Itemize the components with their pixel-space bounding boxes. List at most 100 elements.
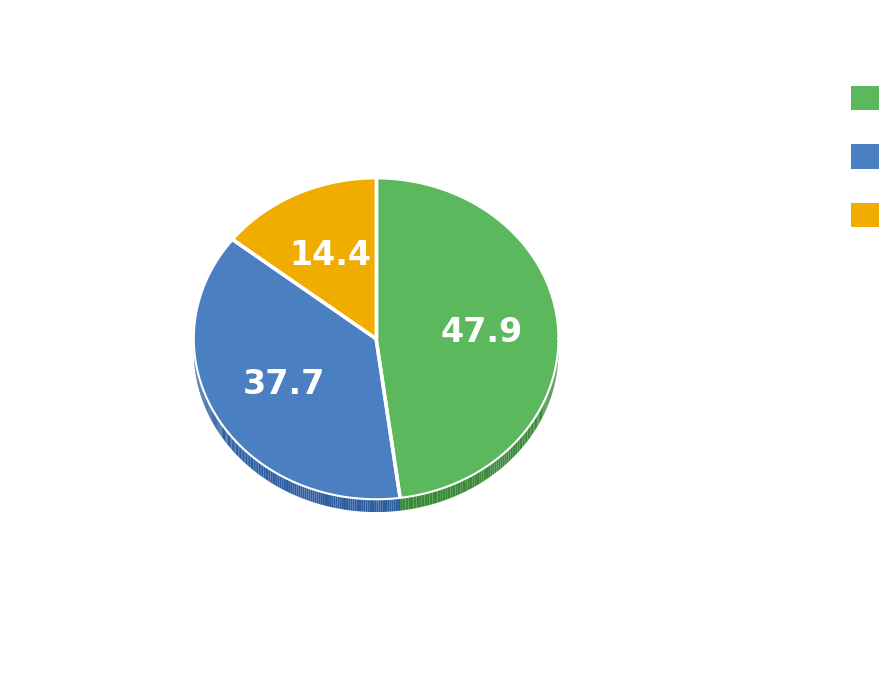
Polygon shape	[252, 456, 254, 471]
Polygon shape	[237, 442, 239, 457]
Polygon shape	[427, 492, 430, 506]
Polygon shape	[409, 496, 411, 510]
Polygon shape	[504, 451, 507, 465]
Polygon shape	[425, 493, 427, 506]
Polygon shape	[540, 407, 541, 422]
Polygon shape	[387, 499, 389, 512]
Polygon shape	[323, 492, 325, 506]
Polygon shape	[244, 450, 246, 464]
Polygon shape	[352, 498, 355, 511]
Polygon shape	[486, 466, 488, 480]
Polygon shape	[499, 456, 501, 471]
Polygon shape	[318, 491, 321, 504]
Polygon shape	[496, 457, 499, 472]
Polygon shape	[451, 484, 453, 498]
Polygon shape	[411, 496, 414, 509]
Polygon shape	[212, 409, 213, 424]
Polygon shape	[231, 435, 232, 449]
Polygon shape	[271, 470, 273, 484]
Polygon shape	[455, 482, 458, 496]
Polygon shape	[335, 495, 338, 508]
Polygon shape	[484, 467, 486, 481]
Polygon shape	[541, 405, 542, 420]
Polygon shape	[472, 474, 475, 488]
Polygon shape	[361, 499, 363, 512]
Polygon shape	[234, 440, 236, 454]
Polygon shape	[348, 497, 350, 511]
Polygon shape	[435, 490, 437, 504]
Polygon shape	[246, 451, 248, 465]
Polygon shape	[393, 498, 396, 511]
Polygon shape	[460, 480, 463, 494]
Polygon shape	[254, 457, 255, 472]
Polygon shape	[527, 426, 529, 441]
Polygon shape	[523, 432, 524, 447]
Polygon shape	[448, 485, 451, 499]
Polygon shape	[419, 494, 422, 508]
Polygon shape	[280, 475, 282, 489]
Polygon shape	[389, 499, 392, 512]
Polygon shape	[535, 416, 536, 431]
Polygon shape	[260, 462, 262, 477]
Polygon shape	[229, 433, 231, 448]
Polygon shape	[440, 489, 443, 502]
Polygon shape	[344, 497, 346, 510]
Polygon shape	[313, 489, 315, 503]
Polygon shape	[255, 459, 257, 473]
Polygon shape	[536, 414, 537, 429]
Polygon shape	[283, 477, 285, 491]
Polygon shape	[398, 498, 401, 511]
Polygon shape	[308, 488, 310, 502]
Legend: Degenerative type, Mixed type, Vasculare type: Degenerative type, Mixed type, Vasculare…	[851, 86, 894, 227]
Polygon shape	[366, 499, 367, 512]
Polygon shape	[217, 418, 218, 432]
Polygon shape	[494, 460, 496, 473]
Text: 37.7: 37.7	[243, 369, 325, 402]
Polygon shape	[282, 476, 283, 490]
Polygon shape	[403, 497, 406, 511]
Polygon shape	[378, 500, 381, 512]
Text: 14.4: 14.4	[289, 238, 371, 271]
Polygon shape	[545, 396, 546, 411]
Polygon shape	[240, 445, 241, 460]
Polygon shape	[266, 466, 267, 480]
Polygon shape	[502, 453, 504, 467]
Polygon shape	[385, 499, 387, 512]
Polygon shape	[228, 432, 229, 446]
Polygon shape	[538, 409, 540, 424]
Polygon shape	[213, 411, 215, 425]
Polygon shape	[376, 178, 559, 498]
Polygon shape	[338, 495, 340, 508]
Polygon shape	[274, 472, 276, 486]
Polygon shape	[315, 490, 316, 503]
Polygon shape	[532, 420, 534, 435]
Polygon shape	[333, 495, 335, 508]
Polygon shape	[392, 499, 393, 511]
Polygon shape	[396, 498, 398, 511]
Polygon shape	[232, 178, 376, 339]
Polygon shape	[518, 438, 519, 453]
Polygon shape	[248, 453, 249, 466]
Polygon shape	[241, 447, 243, 461]
Polygon shape	[307, 487, 308, 501]
Polygon shape	[477, 471, 479, 485]
Polygon shape	[516, 440, 518, 455]
Polygon shape	[383, 499, 385, 512]
Polygon shape	[519, 436, 521, 451]
Polygon shape	[547, 391, 548, 407]
Polygon shape	[470, 475, 472, 489]
Polygon shape	[530, 422, 532, 437]
Polygon shape	[331, 494, 333, 508]
Polygon shape	[526, 429, 527, 443]
Polygon shape	[273, 471, 274, 484]
Polygon shape	[490, 462, 493, 477]
Polygon shape	[321, 492, 323, 505]
Polygon shape	[376, 500, 378, 512]
Polygon shape	[445, 486, 448, 500]
Polygon shape	[367, 499, 370, 512]
Polygon shape	[225, 429, 226, 443]
Polygon shape	[219, 421, 221, 435]
Polygon shape	[521, 434, 523, 449]
Polygon shape	[524, 431, 526, 445]
Polygon shape	[289, 480, 291, 493]
